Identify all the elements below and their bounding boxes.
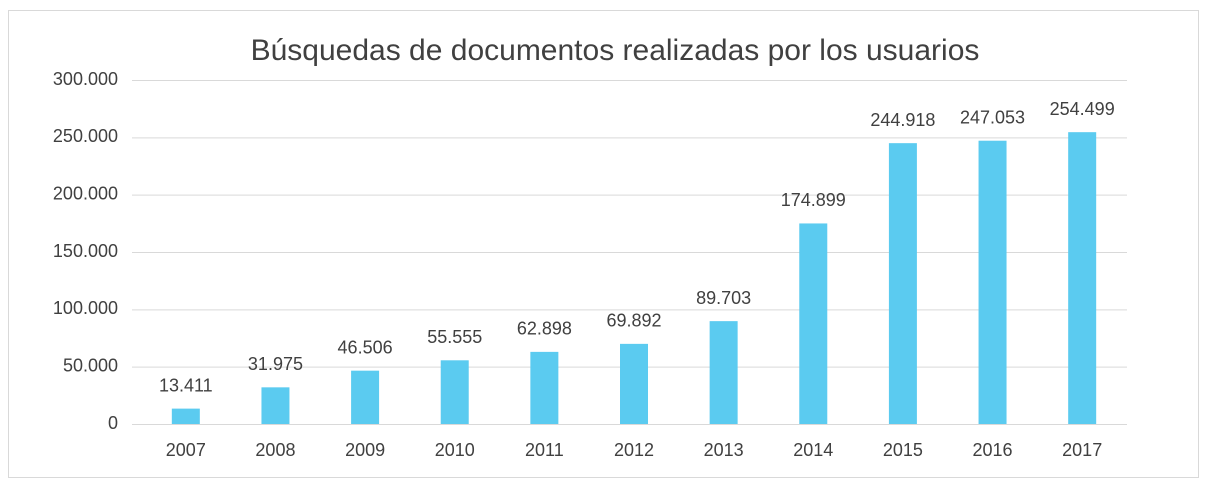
x-tick-label: 2017 bbox=[1062, 440, 1102, 460]
y-tick-label: 100.000 bbox=[53, 298, 118, 318]
data-label: 13.411 bbox=[159, 375, 213, 395]
y-tick-label: 300.000 bbox=[53, 69, 118, 89]
data-label: 62.898 bbox=[517, 319, 572, 339]
data-label: 69.892 bbox=[606, 311, 661, 331]
chart-title: Búsquedas de documentos realizadas por l… bbox=[251, 34, 980, 67]
data-label: 247.053 bbox=[960, 107, 1025, 127]
bar bbox=[799, 223, 828, 424]
bar bbox=[351, 370, 380, 424]
x-tick-label: 2015 bbox=[883, 440, 923, 460]
data-label: 46.506 bbox=[338, 337, 393, 357]
data-label: 55.555 bbox=[427, 327, 482, 347]
data-label: 174.899 bbox=[781, 190, 846, 210]
y-tick-label: 150.000 bbox=[53, 241, 118, 261]
y-tick-label: 50.000 bbox=[63, 355, 118, 375]
y-tick-label: 200.000 bbox=[53, 183, 118, 203]
bar bbox=[888, 143, 917, 424]
x-tick-label: 2007 bbox=[166, 440, 206, 460]
x-tick-label: 2012 bbox=[614, 440, 654, 460]
bar bbox=[261, 387, 290, 424]
x-tick-label: 2010 bbox=[435, 440, 475, 460]
y-tick-label: 0 bbox=[108, 413, 118, 433]
bar bbox=[171, 408, 200, 424]
bar bbox=[620, 343, 648, 424]
x-tick-label: 2014 bbox=[793, 440, 833, 460]
data-label: 89.703 bbox=[696, 288, 751, 308]
data-label: 31.975 bbox=[248, 354, 303, 374]
bar bbox=[1068, 132, 1097, 424]
data-label: 244.918 bbox=[870, 110, 935, 130]
data-label: 254.499 bbox=[1050, 99, 1115, 119]
x-tick-label: 2008 bbox=[255, 440, 295, 460]
x-tick-label: 2009 bbox=[345, 440, 385, 460]
bar bbox=[440, 360, 469, 424]
bar bbox=[978, 140, 1007, 424]
x-tick-label: 2016 bbox=[973, 440, 1013, 460]
x-tick-label: 2013 bbox=[704, 440, 744, 460]
y-tick-label: 250.000 bbox=[53, 126, 118, 146]
x-tick-label: 2011 bbox=[525, 440, 564, 460]
bar bbox=[530, 351, 559, 424]
bar bbox=[709, 321, 738, 424]
